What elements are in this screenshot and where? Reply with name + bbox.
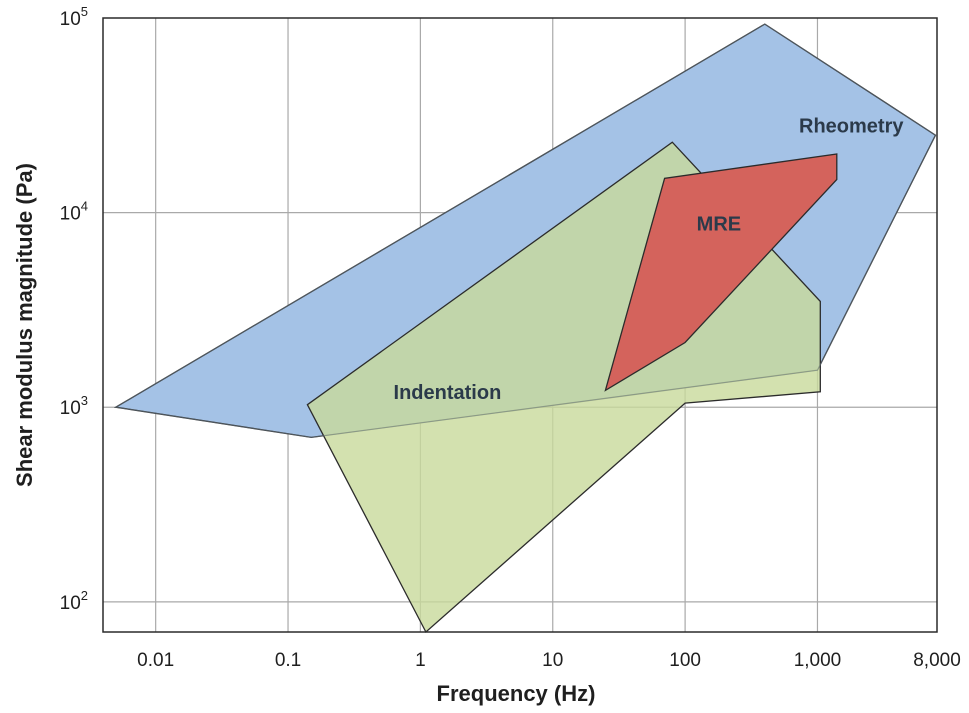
y-tick-labels: 102 103 104 105 xyxy=(60,4,88,614)
x-tick-label: 8,000 xyxy=(913,650,961,671)
region-label-mre: MRE xyxy=(697,213,741,235)
y-tick-label: 103 xyxy=(60,393,88,419)
plot-frame xyxy=(102,17,938,633)
y-tick-label: 105 xyxy=(60,4,88,30)
y-tick-label: 102 xyxy=(60,588,88,614)
region-labels: Rheometry Indentation MRE xyxy=(394,116,905,404)
region-label-indentation: Indentation xyxy=(394,382,502,404)
x-tick-label: 0.1 xyxy=(275,650,301,671)
region-rheometry-outline xyxy=(114,23,937,438)
x-tick-label: 1 xyxy=(415,650,426,671)
x-tick-labels: 0.01 0.1 1 10 100 1,000 8,000 xyxy=(137,650,961,671)
x-tick-label: 10 xyxy=(542,650,563,671)
overlay xyxy=(114,23,937,438)
y-tick-label: 104 xyxy=(60,199,88,225)
x-tick-label: 0.01 xyxy=(137,650,174,671)
x-tick-label: 1,000 xyxy=(794,650,842,671)
x-tick-label: 100 xyxy=(669,650,701,671)
region-mre xyxy=(604,153,838,392)
region-label-rheometry: Rheometry xyxy=(799,116,904,138)
regions xyxy=(113,23,937,634)
x-axis-title: Frequency (Hz) xyxy=(437,681,596,706)
y-axis-title: Shear modulus magnitude (Pa) xyxy=(12,163,37,487)
